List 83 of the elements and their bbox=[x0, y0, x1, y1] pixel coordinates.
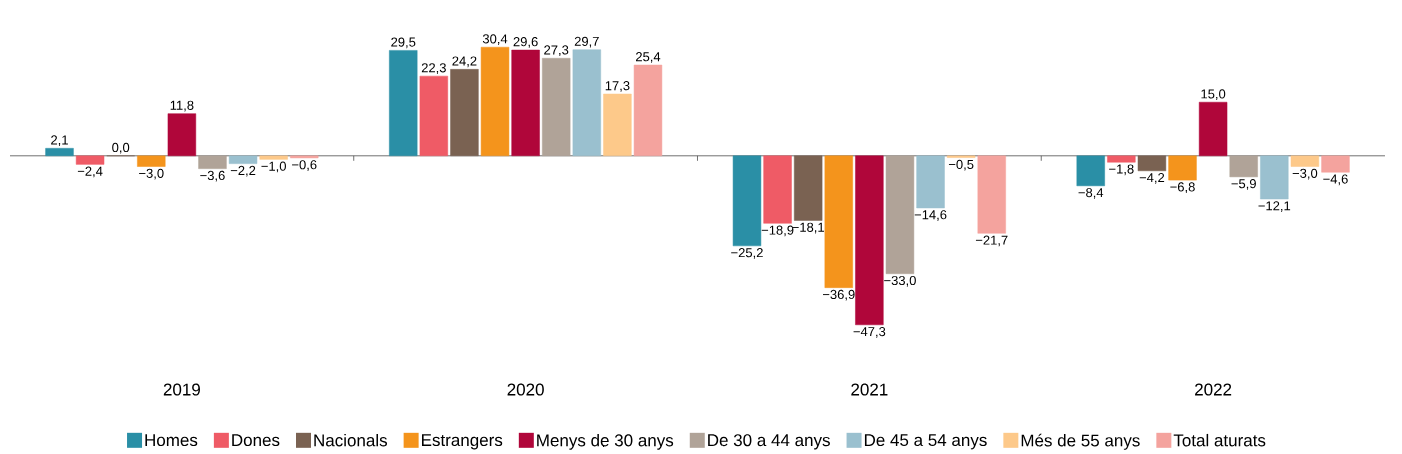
legend-label: Estrangers bbox=[422, 434, 503, 450]
bar bbox=[1076, 155, 1105, 187]
data-label: −18,9 bbox=[761, 225, 794, 237]
data-label: −4,6 bbox=[1323, 174, 1348, 186]
bar bbox=[1168, 155, 1197, 181]
x-tick-label: 2020 bbox=[507, 383, 544, 396]
bar bbox=[450, 69, 479, 157]
bar bbox=[572, 49, 601, 157]
legend-label: Total aturats bbox=[1173, 433, 1266, 447]
data-label: 29,6 bbox=[513, 37, 538, 48]
bar bbox=[824, 155, 853, 288]
data-label: −4,2 bbox=[1139, 173, 1165, 184]
bar bbox=[511, 49, 540, 157]
data-label: −3,0 bbox=[139, 168, 164, 180]
data-label: −47,3 bbox=[853, 327, 886, 338]
bar bbox=[228, 155, 258, 164]
data-label: −33,0 bbox=[884, 275, 916, 287]
bar bbox=[419, 75, 449, 157]
data-label: 17,3 bbox=[605, 81, 630, 92]
bar bbox=[977, 155, 1006, 234]
legend-label: Nacionals bbox=[314, 433, 388, 447]
data-label: −8,4 bbox=[1078, 188, 1104, 199]
data-label: −36,9 bbox=[822, 289, 855, 301]
data-label: −14,6 bbox=[914, 210, 947, 221]
legend-label: Menys de 30 anys bbox=[537, 433, 674, 450]
data-label: −2,2 bbox=[230, 165, 256, 177]
data-label: −3,0 bbox=[1292, 168, 1318, 180]
data-label: 27,3 bbox=[544, 45, 569, 57]
legend-label: Dones bbox=[232, 434, 280, 447]
bar bbox=[389, 50, 418, 157]
bar bbox=[198, 155, 227, 169]
bar bbox=[603, 93, 632, 157]
bar bbox=[290, 155, 319, 159]
bar bbox=[167, 113, 197, 157]
legend-label: Més de 55 anys bbox=[1021, 433, 1140, 450]
legend-label: Homes bbox=[145, 434, 198, 447]
data-label: 0,0 bbox=[112, 142, 130, 154]
bar bbox=[855, 155, 884, 326]
data-label: 24,2 bbox=[452, 56, 477, 68]
data-label: 30,4 bbox=[482, 34, 508, 45]
data-label: −12,1 bbox=[1258, 201, 1291, 212]
data-label: −25,2 bbox=[731, 248, 763, 259]
bar bbox=[542, 58, 571, 157]
bar bbox=[794, 155, 823, 221]
legend-label: De 45 a 54 anys bbox=[864, 434, 987, 450]
data-label: −1,0 bbox=[261, 161, 286, 173]
bar bbox=[1290, 155, 1320, 167]
bar bbox=[916, 155, 945, 209]
bar bbox=[763, 155, 792, 224]
x-tick-label: 2019 bbox=[163, 383, 200, 396]
data-label: −6,8 bbox=[1170, 182, 1195, 194]
bar bbox=[885, 155, 915, 274]
x-tick-label: 2021 bbox=[851, 383, 888, 396]
bar bbox=[1260, 155, 1289, 200]
bar bbox=[137, 155, 166, 167]
data-label: −2,4 bbox=[77, 166, 103, 178]
data-label: 29,7 bbox=[574, 36, 599, 48]
bar bbox=[633, 64, 663, 157]
data-label: 22,3 bbox=[421, 63, 446, 74]
bar bbox=[1137, 155, 1167, 172]
data-label: 25,4 bbox=[636, 52, 661, 63]
data-label: −1,8 bbox=[1109, 164, 1134, 176]
bar bbox=[1321, 155, 1350, 173]
x-tick-label: 2022 bbox=[1195, 383, 1232, 396]
data-label: 15,0 bbox=[1201, 89, 1226, 101]
legend-label: De 30 a 44 anys bbox=[708, 434, 830, 450]
bar bbox=[732, 155, 762, 247]
data-label: −5,9 bbox=[1231, 179, 1256, 190]
bar bbox=[1198, 101, 1228, 157]
bar bbox=[75, 155, 105, 165]
data-label: −0,5 bbox=[948, 159, 974, 171]
data-label: 29,5 bbox=[391, 37, 416, 49]
bar bbox=[1107, 155, 1136, 163]
data-label: −21,7 bbox=[975, 235, 1008, 247]
bar bbox=[45, 148, 74, 157]
data-label: 2,1 bbox=[51, 135, 68, 147]
data-label: −3,6 bbox=[200, 170, 225, 182]
data-label: −0,6 bbox=[292, 160, 317, 171]
bar bbox=[259, 155, 288, 160]
bar bbox=[1229, 155, 1258, 178]
data-label: −18,1 bbox=[792, 222, 824, 234]
data-label: 11,8 bbox=[170, 100, 194, 112]
bar bbox=[480, 46, 510, 157]
